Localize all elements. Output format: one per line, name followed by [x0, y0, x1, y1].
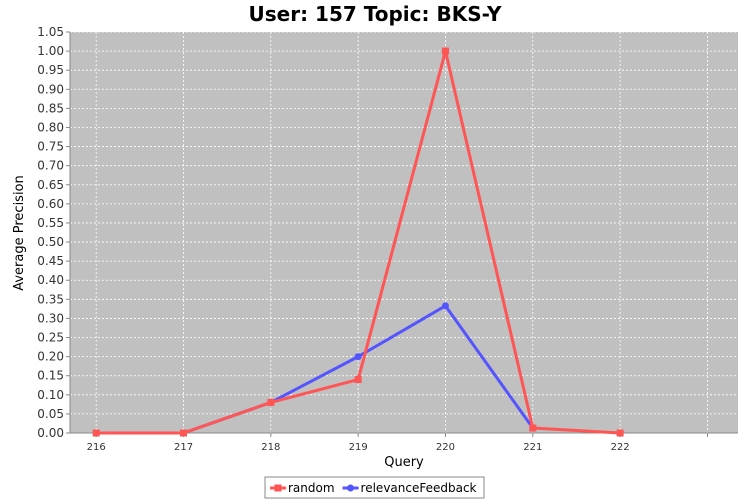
y-tick-label: 0.05: [37, 407, 64, 421]
y-axis: 0.00 0.05 0.10 0.15 0.20 0.25 0.30 0.35 0.40 0.45…: [37, 25, 71, 440]
y-tick-label: 0.95: [37, 63, 64, 77]
x-tick-label: 221: [523, 442, 542, 453]
y-axis-label: Average Precision: [12, 175, 27, 291]
y-tick-label: 0.55: [37, 216, 64, 230]
y-tick-label: 0.75: [37, 140, 64, 154]
y-tick-label: 0.65: [37, 178, 64, 192]
x-axis-label: Query: [384, 455, 424, 470]
y-tick-label: 0.85: [37, 101, 64, 115]
legend-marker: [347, 484, 355, 492]
grid-lines: [70, 31, 738, 433]
y-tick-label: 0.00: [37, 426, 64, 440]
data-point-relevancefeedback: [354, 353, 362, 361]
x-tick-label: 218: [261, 442, 280, 453]
series-layer: [92, 47, 624, 437]
data-point-random: [267, 398, 275, 406]
x-axis: 216 217 218 219 220 221 222: [70, 432, 738, 453]
y-tick-label: 0.20: [37, 350, 64, 364]
x-tick-label: 217: [174, 442, 193, 453]
x-tick-label: 219: [349, 442, 368, 453]
plot-area: [70, 32, 738, 433]
y-tick-label: 0.10: [37, 388, 64, 402]
legend-label: random: [288, 481, 335, 495]
data-point-random: [354, 376, 362, 384]
data-point-random: [616, 429, 624, 437]
data-point-random: [441, 47, 449, 55]
data-point-random: [92, 429, 100, 437]
x-tick-label: 220: [436, 442, 455, 453]
data-point-random: [180, 429, 188, 437]
y-tick-label: 0.70: [37, 159, 64, 173]
x-tick-label: 216: [87, 442, 106, 453]
legend-item-relevancefeedback: relevanceFeedback: [342, 481, 477, 495]
x-tick-label: 222: [611, 442, 630, 453]
y-tick-label: 0.90: [37, 82, 64, 96]
y-tick-label: 0.80: [37, 120, 64, 134]
data-point-relevancefeedback: [441, 302, 449, 310]
y-tick-label: 1.00: [37, 44, 64, 58]
y-tick-label: 0.60: [37, 197, 64, 211]
legend-label: relevanceFeedback: [361, 481, 477, 495]
y-tick-label: 0.25: [37, 331, 64, 345]
y-tick-label: 1.05: [37, 25, 64, 39]
legend-box: [264, 476, 485, 499]
chart-title: User: 157 Topic: BKS-Y: [249, 2, 502, 26]
legend: random relevanceFeedback: [264, 476, 485, 499]
y-tick-label: 0.15: [37, 369, 64, 383]
legend-item-random: random: [270, 481, 335, 495]
y-tick-label: 0.30: [37, 311, 64, 325]
y-tick-label: 0.40: [37, 273, 64, 287]
y-tick-label: 0.35: [37, 292, 64, 306]
legend-marker: [274, 484, 282, 492]
y-tick-label: 0.45: [37, 254, 64, 268]
series-random: [92, 47, 624, 437]
data-point-random: [529, 424, 537, 432]
y-tick-label: 0.50: [37, 235, 64, 249]
